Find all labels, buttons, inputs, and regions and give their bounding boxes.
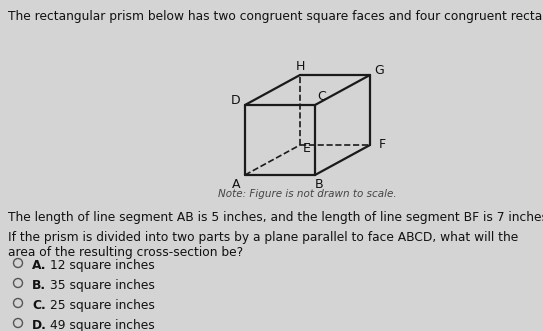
Text: D: D — [231, 94, 241, 108]
Text: 25 square inches: 25 square inches — [50, 299, 155, 312]
Text: The length of line segment AB is 5 inches, and the length of line segment BF is : The length of line segment AB is 5 inche… — [8, 211, 543, 224]
Text: C.: C. — [32, 299, 46, 312]
Text: 35 square inches: 35 square inches — [50, 279, 155, 292]
Circle shape — [14, 318, 22, 327]
Text: H: H — [295, 60, 305, 72]
Text: B: B — [315, 177, 323, 191]
Text: The rectangular prism below has two congruent square faces and four congruent re: The rectangular prism below has two cong… — [8, 10, 543, 23]
Text: A: A — [232, 177, 240, 191]
Text: B.: B. — [32, 279, 46, 292]
Text: If the prism is divided into two parts by a plane parallel to face ABCD, what wi: If the prism is divided into two parts b… — [8, 231, 518, 259]
Text: E: E — [303, 143, 311, 156]
Text: Note: Figure is not drawn to scale.: Note: Figure is not drawn to scale. — [218, 189, 397, 199]
Text: 49 square inches: 49 square inches — [50, 319, 155, 331]
Text: A.: A. — [32, 259, 47, 272]
Circle shape — [14, 259, 22, 267]
Text: G: G — [374, 65, 384, 77]
Text: 12 square inches: 12 square inches — [50, 259, 155, 272]
Text: D.: D. — [32, 319, 47, 331]
Text: F: F — [379, 138, 386, 152]
Circle shape — [14, 299, 22, 307]
Text: C: C — [317, 89, 326, 103]
Circle shape — [14, 278, 22, 288]
